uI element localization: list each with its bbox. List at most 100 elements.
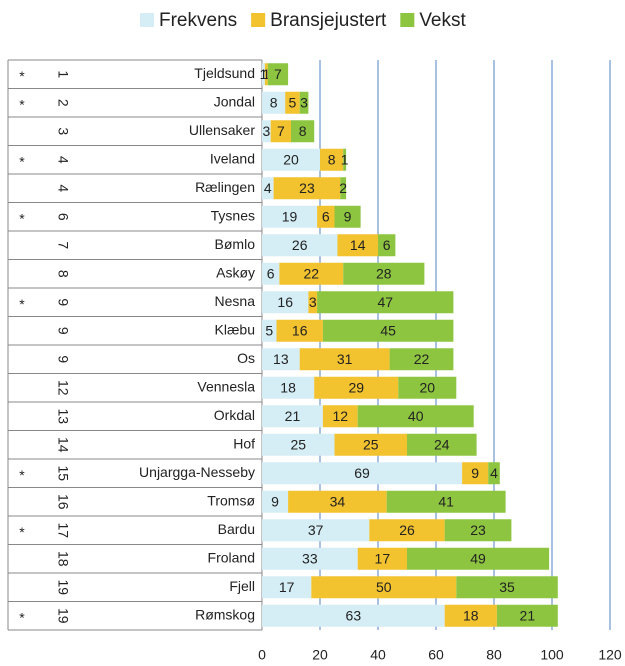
value-label: 14 bbox=[350, 237, 366, 253]
bar-segment bbox=[262, 348, 300, 371]
bar-segment bbox=[262, 405, 323, 428]
bar-segment bbox=[279, 262, 344, 285]
value-label: 13 bbox=[273, 351, 289, 367]
row-rank: 1 bbox=[55, 70, 71, 78]
value-label: 23 bbox=[470, 522, 486, 538]
value-label: 3 bbox=[262, 123, 270, 139]
value-label: 69 bbox=[354, 465, 370, 481]
bar-segment bbox=[322, 405, 358, 428]
bar-segment bbox=[357, 405, 474, 428]
bar-segment bbox=[262, 547, 358, 570]
bar-segment bbox=[317, 205, 335, 228]
value-label: 8 bbox=[270, 94, 278, 110]
value-label: 19 bbox=[282, 208, 298, 224]
bar-segment bbox=[462, 462, 489, 485]
row-rank: 17 bbox=[55, 522, 71, 538]
bar-segment bbox=[496, 604, 558, 627]
value-label: 9 bbox=[344, 208, 352, 224]
row-name: Tromsø bbox=[207, 492, 255, 508]
value-label: 3 bbox=[300, 94, 308, 110]
x-tick-label: 120 bbox=[598, 647, 622, 663]
value-label: 20 bbox=[283, 151, 299, 167]
legend-label: Vekst bbox=[419, 10, 466, 31]
bar-segment bbox=[276, 319, 323, 342]
bar-segment bbox=[311, 576, 457, 599]
legend-swatch bbox=[400, 13, 415, 27]
bar-segment bbox=[262, 177, 274, 200]
row-name: Rælingen bbox=[195, 179, 255, 195]
row-mark: * bbox=[19, 467, 25, 483]
value-label: 6 bbox=[267, 265, 275, 281]
row-rank: 9 bbox=[55, 327, 71, 335]
bar-segment bbox=[334, 433, 407, 456]
row-mark: * bbox=[19, 524, 25, 540]
bar-segment bbox=[488, 462, 500, 485]
bar-segment bbox=[262, 91, 286, 114]
bar-segment bbox=[322, 319, 454, 342]
bar-segment bbox=[378, 234, 396, 257]
row-name: Tysnes bbox=[211, 207, 255, 223]
value-label: 29 bbox=[348, 379, 364, 395]
value-label: 50 bbox=[376, 579, 392, 595]
legend-label: Bransjejustert bbox=[270, 10, 387, 31]
x-tick-label: 100 bbox=[540, 647, 564, 663]
row-rank: 15 bbox=[55, 465, 71, 481]
value-label: 34 bbox=[330, 493, 346, 509]
value-label: 17 bbox=[279, 579, 295, 595]
row-name: Hof bbox=[233, 435, 255, 451]
bar-segment bbox=[369, 519, 445, 542]
value-label: 40 bbox=[408, 408, 424, 424]
value-label: 17 bbox=[375, 550, 391, 566]
row-name: Askøy bbox=[216, 264, 255, 280]
value-label: 6 bbox=[383, 237, 391, 253]
value-label: 23 bbox=[299, 180, 315, 196]
value-label: 18 bbox=[280, 379, 296, 395]
value-label: 28 bbox=[376, 265, 392, 281]
row-name: Unjargga-Nesseby bbox=[139, 464, 255, 480]
row-rank: 18 bbox=[55, 551, 71, 567]
row-rank: 4 bbox=[55, 156, 71, 164]
row-name: Bardu bbox=[218, 521, 255, 537]
row-name: Klæbu bbox=[215, 321, 255, 337]
bar-segment bbox=[444, 519, 512, 542]
legend-label: Frekvens bbox=[159, 10, 237, 31]
bar-segment bbox=[270, 120, 291, 143]
value-label: 9 bbox=[471, 465, 479, 481]
row-name: Vennesla bbox=[197, 378, 255, 394]
bar-segment bbox=[262, 205, 318, 228]
value-label: 2 bbox=[339, 180, 347, 196]
value-label: 25 bbox=[290, 436, 306, 452]
value-label: 31 bbox=[337, 351, 353, 367]
bar-segment bbox=[334, 205, 361, 228]
value-label: 4 bbox=[264, 180, 272, 196]
row-name: Bømlo bbox=[215, 236, 256, 252]
value-label: 8 bbox=[328, 151, 336, 167]
value-label: 24 bbox=[434, 436, 450, 452]
bar-segment bbox=[320, 148, 344, 171]
value-label: 7 bbox=[277, 123, 285, 139]
row-rank: 14 bbox=[55, 437, 71, 453]
bar-segment bbox=[398, 376, 457, 399]
bar-segment bbox=[389, 348, 454, 371]
value-label: 7 bbox=[274, 66, 282, 82]
bar-segment bbox=[343, 148, 347, 171]
value-label: 18 bbox=[463, 607, 479, 623]
x-tick-label: 40 bbox=[370, 647, 386, 663]
x-tick-label: 80 bbox=[486, 647, 502, 663]
bar-segment bbox=[407, 547, 550, 570]
value-label: 22 bbox=[304, 265, 320, 281]
bar-segment bbox=[308, 291, 318, 314]
row-mark: * bbox=[19, 609, 25, 625]
row-name: Rømskog bbox=[195, 606, 255, 622]
row-rank: 13 bbox=[55, 408, 71, 424]
value-label: 16 bbox=[277, 294, 293, 310]
x-tick-label: 0 bbox=[258, 647, 266, 663]
value-label: 20 bbox=[420, 379, 436, 395]
legend-swatch bbox=[251, 13, 266, 27]
row-rank: 16 bbox=[55, 494, 71, 510]
value-label: 3 bbox=[309, 294, 317, 310]
row-name: Ullensaker bbox=[189, 122, 255, 138]
bar-segment bbox=[288, 490, 387, 513]
bar-segment bbox=[262, 148, 320, 171]
